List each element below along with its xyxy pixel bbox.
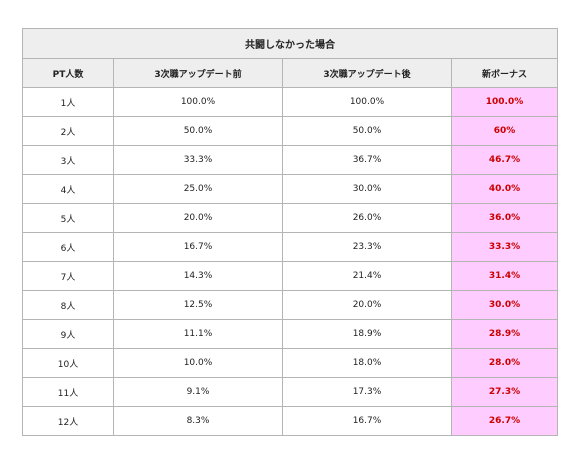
cell-party-size: 4人	[22, 174, 114, 204]
table-row: 12人 8.3% 16.7% 26.7%	[22, 406, 558, 436]
cell-before-update: 14.3%	[113, 261, 283, 291]
cell-before-update: 9.1%	[113, 377, 283, 407]
cell-after-update: 30.0%	[282, 174, 452, 204]
table-title-row: 共闘しなかった場合	[22, 28, 558, 59]
cell-after-update: 17.3%	[282, 377, 452, 407]
header-after-update: 3次職アップデート後	[282, 58, 452, 88]
cell-before-update: 20.0%	[113, 203, 283, 233]
table-body: 1人 100.0% 100.0% 100.0% 2人 50.0% 50.0% 60% 3人 33.…	[22, 87, 558, 436]
cell-new-bonus: 40.0%	[451, 174, 558, 204]
cell-after-update: 16.7%	[282, 406, 452, 436]
party-bonus-table: 共闘しなかった場合 PT人数 3次職アップデート前 3次職アップデート後 新ボー…	[22, 28, 558, 436]
table-row: 10人 10.0% 18.0% 28.0%	[22, 348, 558, 378]
cell-after-update: 50.0%	[282, 116, 452, 146]
cell-party-size: 3人	[22, 145, 114, 175]
cell-after-update: 23.3%	[282, 232, 452, 262]
table-row: 3人 33.3% 36.7% 46.7%	[22, 145, 558, 175]
cell-before-update: 8.3%	[113, 406, 283, 436]
cell-party-size: 6人	[22, 232, 114, 262]
table-row: 1人 100.0% 100.0% 100.0%	[22, 87, 558, 117]
cell-party-size: 1人	[22, 87, 114, 117]
cell-before-update: 50.0%	[113, 116, 283, 146]
cell-party-size: 5人	[22, 203, 114, 233]
cell-new-bonus: 27.3%	[451, 377, 558, 407]
cell-before-update: 100.0%	[113, 87, 283, 117]
table-row: 4人 25.0% 30.0% 40.0%	[22, 174, 558, 204]
cell-after-update: 21.4%	[282, 261, 452, 291]
header-party-size: PT人数	[22, 58, 114, 88]
cell-after-update: 36.7%	[282, 145, 452, 175]
cell-after-update: 18.9%	[282, 319, 452, 349]
cell-after-update: 26.0%	[282, 203, 452, 233]
cell-new-bonus: 60%	[451, 116, 558, 146]
cell-party-size: 7人	[22, 261, 114, 291]
cell-new-bonus: 30.0%	[451, 290, 558, 320]
cell-party-size: 11人	[22, 377, 114, 407]
cell-before-update: 33.3%	[113, 145, 283, 175]
cell-new-bonus: 31.4%	[451, 261, 558, 291]
table-row: 7人 14.3% 21.4% 31.4%	[22, 261, 558, 291]
cell-new-bonus: 36.0%	[451, 203, 558, 233]
cell-before-update: 16.7%	[113, 232, 283, 262]
cell-new-bonus: 28.0%	[451, 348, 558, 378]
cell-new-bonus: 46.7%	[451, 145, 558, 175]
header-new-bonus: 新ボーナス	[451, 58, 558, 88]
table-row: 6人 16.7% 23.3% 33.3%	[22, 232, 558, 262]
cell-party-size: 9人	[22, 319, 114, 349]
cell-after-update: 18.0%	[282, 348, 452, 378]
header-before-update: 3次職アップデート前	[113, 58, 283, 88]
cell-new-bonus: 28.9%	[451, 319, 558, 349]
table-header-row: PT人数 3次職アップデート前 3次職アップデート後 新ボーナス	[22, 58, 558, 88]
table-row: 5人 20.0% 26.0% 36.0%	[22, 203, 558, 233]
cell-before-update: 10.0%	[113, 348, 283, 378]
table-row: 11人 9.1% 17.3% 27.3%	[22, 377, 558, 407]
cell-new-bonus: 26.7%	[451, 406, 558, 436]
cell-before-update: 25.0%	[113, 174, 283, 204]
cell-new-bonus: 33.3%	[451, 232, 558, 262]
table-row: 8人 12.5% 20.0% 30.0%	[22, 290, 558, 320]
cell-party-size: 12人	[22, 406, 114, 436]
table-row: 9人 11.1% 18.9% 28.9%	[22, 319, 558, 349]
cell-before-update: 11.1%	[113, 319, 283, 349]
cell-party-size: 8人	[22, 290, 114, 320]
cell-after-update: 100.0%	[282, 87, 452, 117]
cell-party-size: 10人	[22, 348, 114, 378]
cell-after-update: 20.0%	[282, 290, 452, 320]
table-title: 共闘しなかった場合	[22, 28, 558, 59]
cell-new-bonus: 100.0%	[451, 87, 558, 117]
table-row: 2人 50.0% 50.0% 60%	[22, 116, 558, 146]
cell-party-size: 2人	[22, 116, 114, 146]
cell-before-update: 12.5%	[113, 290, 283, 320]
